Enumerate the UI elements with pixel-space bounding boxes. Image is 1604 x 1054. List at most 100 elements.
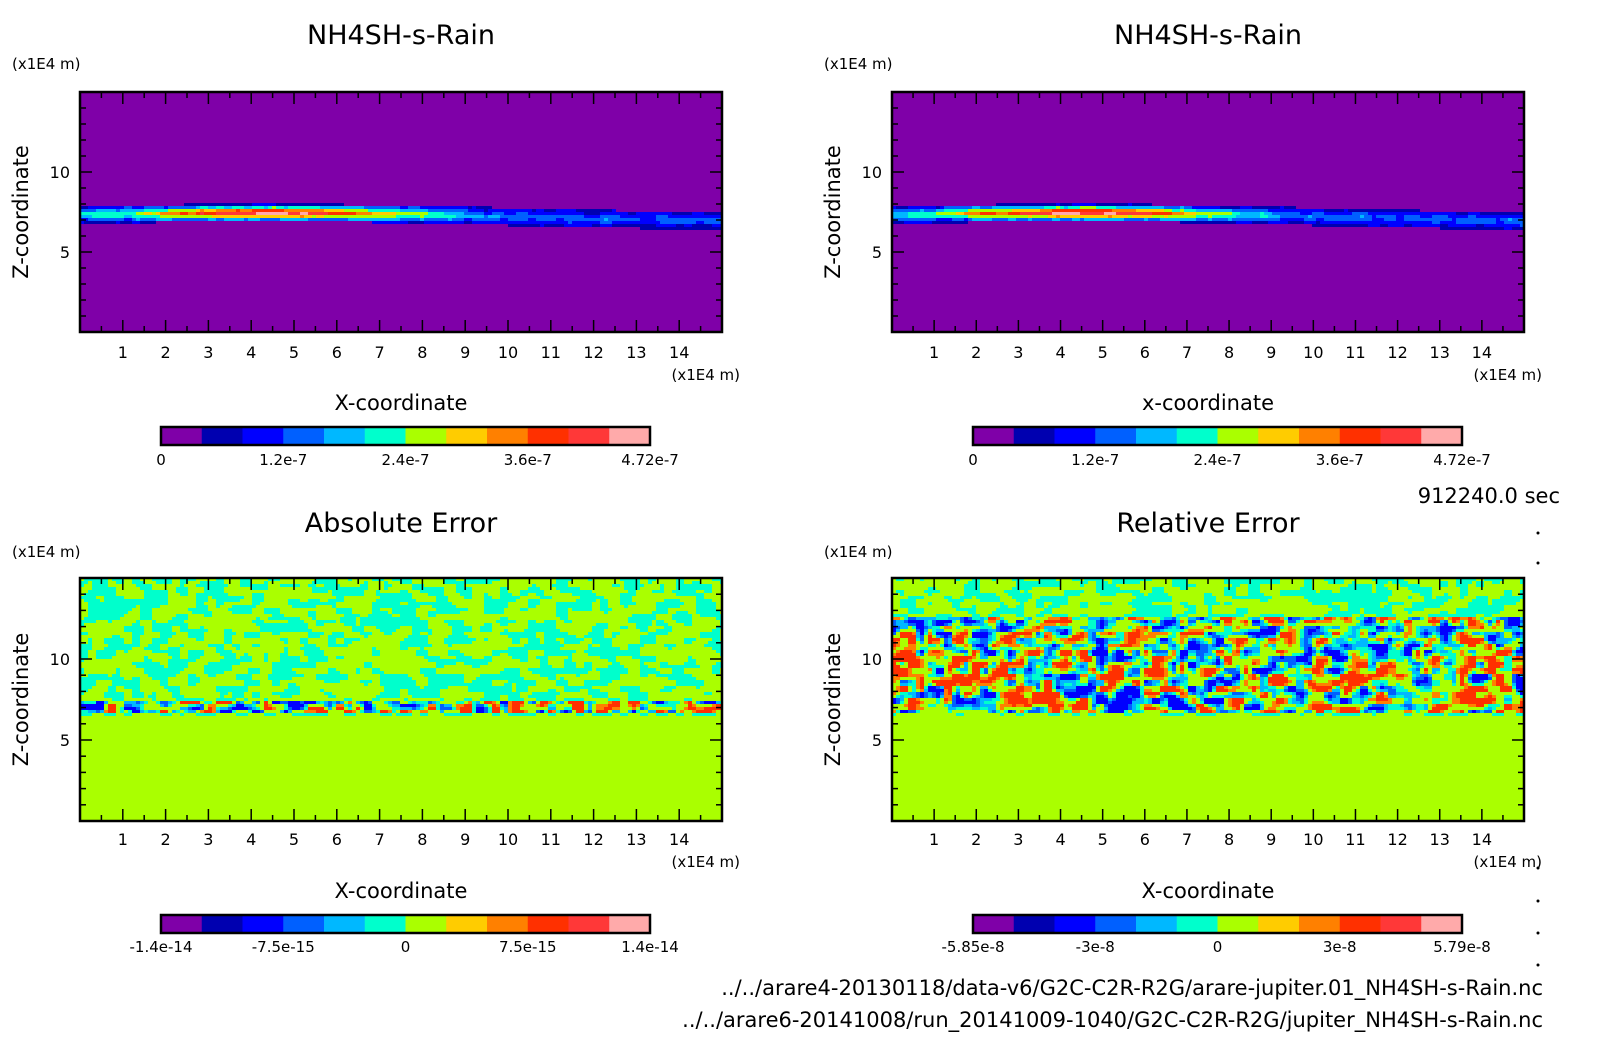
- heatmap-cell: [1284, 617, 1288, 620]
- heatmap-cell: [204, 212, 216, 215]
- heatmap-cell: [1488, 635, 1496, 638]
- heatmap-cell: [1388, 689, 1396, 692]
- x-tick-label: 2: [971, 830, 981, 849]
- heatmap-cell: [1280, 653, 1284, 656]
- heatmap-cell: [1036, 671, 1044, 674]
- heatmap-cell: [1508, 623, 1520, 626]
- heatmap-cell: [940, 686, 944, 689]
- heatmap-cell: [972, 623, 984, 626]
- heatmap-cell: [928, 692, 932, 695]
- heatmap-cell: [1116, 617, 1120, 620]
- heatmap-cell: [1320, 650, 1324, 653]
- heatmap-cell: [124, 626, 144, 629]
- heatmap-cell: [196, 638, 204, 641]
- heatmap-cell: [1180, 668, 1184, 671]
- heatmap-cell: [1372, 659, 1380, 662]
- heatmap-cell: [584, 635, 604, 638]
- heatmap-cell: [1500, 635, 1504, 638]
- heatmap-cell: [1152, 212, 1172, 215]
- heatmap-cell: [1152, 683, 1156, 686]
- heatmap-cell: [516, 212, 528, 215]
- heatmap-cell: [892, 638, 900, 641]
- heatmap-cell: [1204, 698, 1224, 701]
- heatmap-cell: [508, 218, 528, 221]
- heatmap-cell: [1520, 671, 1524, 674]
- colorbar-label: 1.4e-14: [621, 938, 679, 956]
- heatmap-cell: [1432, 632, 1436, 635]
- heatmap-cell: [1232, 707, 1236, 710]
- heatmap-cell: [1060, 686, 1064, 689]
- heatmap-cell: [1200, 686, 1204, 689]
- heatmap-cell: [1216, 644, 1220, 647]
- colorbar-swatch: [1176, 427, 1218, 445]
- heatmap-cell: [1268, 209, 1324, 212]
- heatmap-cell: [1460, 638, 1484, 641]
- heatmap-cell: [936, 635, 940, 638]
- heatmap-cell: [576, 599, 596, 602]
- heatmap-cell: [1352, 581, 1356, 584]
- heatmap-cell: [520, 608, 528, 611]
- heatmap-cell: [1376, 587, 1388, 590]
- heatmap-cell: [1100, 710, 1104, 713]
- heatmap-cell: [1376, 623, 1380, 626]
- heatmap-cell: [1368, 632, 1372, 635]
- heatmap-cell: [1108, 701, 1112, 704]
- heatmap-cell: [428, 611, 460, 614]
- heatmap-cell: [1408, 656, 1412, 659]
- heatmap-cell: [400, 710, 408, 713]
- heatmap-cell: [264, 701, 268, 704]
- heatmap-cell: [408, 206, 420, 209]
- heatmap-cell: [1056, 203, 1060, 206]
- heatmap-cell: [1008, 656, 1012, 659]
- heatmap-cell: [1448, 656, 1456, 659]
- heatmap-cell: [1392, 581, 1408, 584]
- colorbar-swatch: [283, 427, 325, 445]
- heatmap-cell: [908, 671, 912, 674]
- heatmap-cell: [268, 206, 272, 209]
- heatmap-cell: [1460, 680, 1464, 683]
- heatmap-cell: [1052, 680, 1056, 683]
- heatmap-cell: [1108, 671, 1124, 674]
- heatmap-cell: [504, 710, 508, 713]
- heatmap-cell: [136, 701, 140, 704]
- heatmap-cell: [1056, 698, 1060, 701]
- heatmap-cell: [696, 596, 704, 599]
- heatmap-cell: [1480, 710, 1484, 713]
- heatmap-cell: [1516, 632, 1520, 635]
- heatmap-cell: [592, 641, 612, 644]
- heatmap-cell: [664, 710, 668, 713]
- heatmap-cell: [1416, 629, 1420, 632]
- heatmap-cell: [1388, 641, 1392, 644]
- heatmap-cell: [172, 710, 176, 713]
- heatmap-cell: [1000, 638, 1012, 641]
- heatmap-cell: [500, 704, 504, 707]
- heatmap-cell: [900, 593, 904, 596]
- heatmap-cell: [984, 644, 988, 647]
- heatmap-cell: [160, 701, 168, 704]
- heatmap-cell: [1428, 617, 1432, 620]
- heatmap-cell: [544, 635, 576, 638]
- heatmap-cell: [1224, 629, 1232, 632]
- heatmap-cell: [204, 614, 212, 617]
- heatmap-cell: [1044, 677, 1056, 680]
- heatmap-cell: [1460, 650, 1464, 653]
- heatmap-cell: [1000, 617, 1004, 620]
- heatmap-cell: [304, 704, 308, 707]
- heatmap-cell: [892, 665, 900, 668]
- heatmap-cell: [1044, 683, 1052, 686]
- heatmap-cell: [100, 710, 104, 713]
- heatmap-cell: [896, 689, 900, 692]
- heatmap-cell: [364, 701, 368, 704]
- heatmap-cell: [1244, 653, 1248, 656]
- heatmap-cell: [1108, 668, 1112, 671]
- heatmap-cell: [692, 581, 700, 584]
- heatmap-cell: [1484, 632, 1496, 635]
- heatmap-cell: [344, 209, 368, 212]
- heatmap-cell: [108, 704, 116, 707]
- heatmap-cell: [1520, 689, 1524, 692]
- heatmap-cell: [1344, 686, 1352, 689]
- heatmap-cell: [1124, 674, 1128, 677]
- heatmap-cell: [1312, 635, 1316, 638]
- heatmap-cell: [556, 587, 580, 590]
- heatmap-cell: [1496, 659, 1500, 662]
